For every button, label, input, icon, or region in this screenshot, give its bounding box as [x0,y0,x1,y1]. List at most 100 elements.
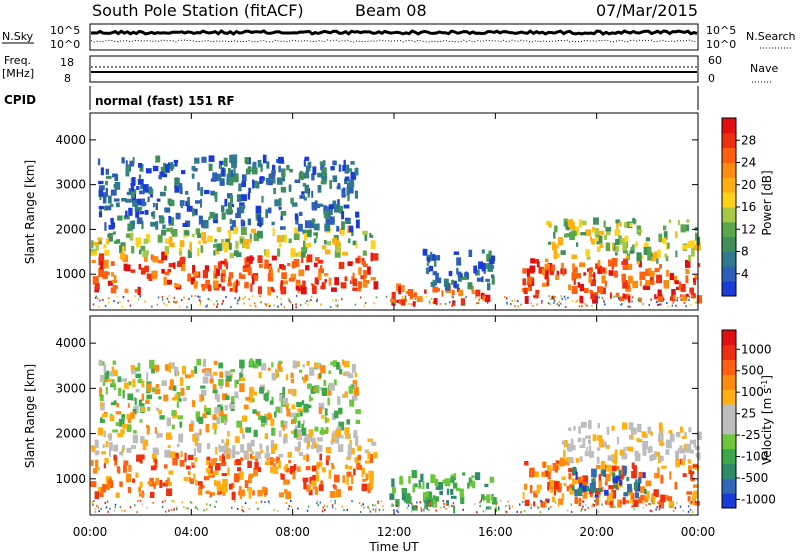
range-cell [256,181,260,189]
noise-cell [231,506,233,509]
range-cell [580,232,586,236]
range-cell [285,374,289,381]
noise-cell [269,305,271,307]
range-cell [690,449,694,454]
range-cell [132,200,137,207]
range-cell [434,260,437,267]
range-cell [208,216,211,221]
noise-cell [530,506,532,509]
range-cell [647,246,652,253]
noise-cell [650,298,652,301]
range-cell [195,228,201,235]
range-cell [305,466,311,471]
range-cell [471,290,476,295]
range-cell [575,273,582,279]
range-cell [216,416,220,425]
range-cell [265,249,270,258]
range-cell [107,233,111,238]
range-cell [290,430,297,434]
range-cell [167,477,170,484]
noise-cell [539,511,542,514]
range-cell [331,287,337,292]
range-cell [138,263,141,270]
noise-cell [129,304,132,307]
range-cell [548,223,552,228]
range-cell [616,222,619,232]
range-cell [553,231,556,239]
range-cell [609,500,613,506]
range-cell [289,168,293,173]
noise-cell [640,301,643,304]
range-cell [239,359,245,369]
range-cell [567,443,573,452]
range-cell [370,474,374,482]
range-cell [395,499,400,507]
range-cell [329,180,332,189]
range-cell [294,361,300,367]
range-cell [523,483,528,490]
range-cell [214,273,217,278]
range-cell [257,286,262,295]
range-cell [591,478,595,484]
range-cell [273,443,278,451]
range-cell [481,494,485,500]
range-cell [348,465,353,470]
range-cell [165,480,168,487]
range-cell [566,443,570,450]
range-cell [302,183,306,187]
range-cell [569,484,575,489]
range-cell [558,498,564,505]
range-cell [332,360,337,367]
range-cell [137,378,143,384]
noise-cell [290,301,292,304]
range-cell [156,198,161,202]
range-cell [148,188,154,195]
range-cell [615,252,618,256]
range-cell [313,442,317,449]
noise-cell [290,500,292,502]
range-cell [262,486,267,494]
noise-cell [541,300,543,303]
range-cell [283,397,288,405]
range-cell [314,200,318,206]
noise-cell [172,508,175,511]
range-cell [228,276,232,284]
range-cell [625,500,630,504]
range-cell [94,283,100,290]
range-cell [535,289,540,295]
range-cell [230,195,233,204]
range-cell [689,471,695,475]
range-cell [589,493,593,497]
noise-cell [138,298,140,301]
colorbar-frame [721,329,737,509]
noise-cell [343,509,345,512]
noise-cell [482,510,485,513]
range-cell [313,387,316,392]
range-cell [240,227,247,235]
range-cell [271,372,277,381]
colorbar-segment [722,162,736,178]
range-cell [109,203,114,208]
range-cell [337,183,341,190]
range-cell [263,249,266,256]
range-cell [544,470,548,477]
range-cell [293,412,300,418]
range-cell [181,170,186,175]
noise-cell [122,296,125,299]
range-cell [694,274,698,280]
range-cell [302,420,305,425]
noise-cell [429,501,432,504]
range-cell [212,172,218,182]
range-cell [113,454,117,461]
noise-cell [627,305,630,308]
range-cell [604,489,609,496]
range-cell [460,494,463,504]
range-cell [103,430,106,438]
range-cell [611,263,614,270]
range-cell [200,187,203,196]
range-cell [690,293,696,299]
range-cell [213,360,218,365]
range-cell [412,485,416,493]
range-cell [642,447,647,456]
range-cell [546,277,550,287]
